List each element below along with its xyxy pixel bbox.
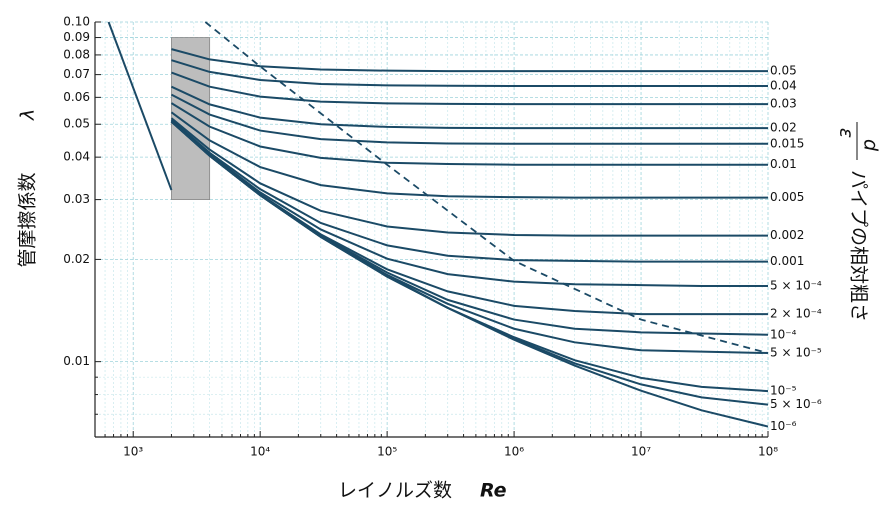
roughness-curve: [170, 102, 768, 166]
roughness-curve: [170, 119, 768, 287]
y-tick-label: 0.07: [63, 67, 90, 81]
roughness-curve: [170, 120, 769, 428]
curve-label: 10⁻⁶: [770, 419, 797, 433]
roughness-curve: [170, 119, 768, 263]
curve-label: 0.015: [770, 136, 804, 150]
roughness-curve: [171, 71, 768, 106]
y-tick-label: 0.03: [63, 192, 90, 206]
y-tick-label: 0.02: [63, 252, 90, 266]
curve-label: 0.005: [770, 190, 804, 204]
x-axis-symbol: Re: [480, 480, 507, 502]
roughness-curve: [171, 48, 768, 73]
curve-label: 0.04: [770, 78, 797, 92]
y-tick-label: 0.01: [63, 354, 90, 368]
y-tick-label: 0.06: [63, 90, 90, 104]
critical-zone: [171, 37, 211, 200]
y-tick-label: 0.08: [63, 47, 90, 61]
y-tick-label: 0.10: [63, 15, 90, 29]
curve-label: 0.05: [770, 64, 797, 78]
roughness-curve: [170, 111, 768, 199]
curve-label: 0.001: [770, 254, 804, 268]
roughness-curve: [171, 59, 768, 87]
x-tick-label: 10⁸: [758, 445, 778, 459]
x-tick-label: 10³: [123, 445, 143, 459]
data-layer: 0.050.04 0.03 0.020.015 0.01 0.005 0.002 0.001…: [107, 21, 822, 433]
x-tick-label: 10⁴: [250, 445, 270, 459]
y2-symbol-top: ε: [836, 128, 858, 138]
grid-layer: [95, 21, 769, 437]
x-tick-label: 10⁵: [377, 445, 397, 459]
y-tick-label: 0.09: [63, 30, 90, 44]
y2-axis-label: パイプの相対粗さ: [848, 170, 870, 322]
curve-label: 0.03: [770, 97, 797, 111]
y-axis-symbol: λ: [17, 109, 39, 121]
curve-label: 0.01: [770, 157, 797, 171]
axis-layer: 10³ 10⁴ 10⁵ 10⁶ 10⁷ 10⁸ 0.100.09 0.08 0.07 0.06 0.…: [63, 15, 778, 459]
y2-symbol-bottom: d: [860, 139, 882, 152]
x-axis-label: レイノルズ数: [338, 480, 452, 502]
y2-axis-title: パイプの相対粗さ ε d: [836, 122, 882, 322]
roughness-curve: [171, 85, 768, 130]
roughness-curve: [170, 93, 768, 145]
curve-label: 10⁻⁴: [770, 327, 797, 341]
laminar-line: [107, 21, 173, 191]
curve-label: 5 × 10⁻⁶: [770, 397, 822, 411]
curve-label: 0.002: [770, 228, 804, 242]
curve-label: 0.02: [770, 121, 797, 135]
y-axis-label: 管摩擦係数: [17, 172, 39, 267]
x-tick-label: 10⁶: [504, 445, 524, 459]
y-tick-label: 0.04: [63, 150, 90, 164]
roughness-curve: [170, 120, 769, 336]
curve-label: 10⁻⁵: [770, 384, 797, 398]
x-tick-label: 10⁷: [631, 445, 651, 459]
y-tick-label: 0.05: [63, 117, 90, 131]
y-axis-title: 管摩擦係数 λ: [17, 109, 39, 268]
curve-label: 5 × 10⁻⁵: [770, 346, 822, 360]
fully-rough-boundary: [204, 21, 769, 354]
curve-label: 2 × 10⁻⁴: [770, 307, 822, 321]
roughness-curve: [170, 117, 768, 237]
curve-label: 5 × 10⁻⁴: [770, 279, 822, 293]
